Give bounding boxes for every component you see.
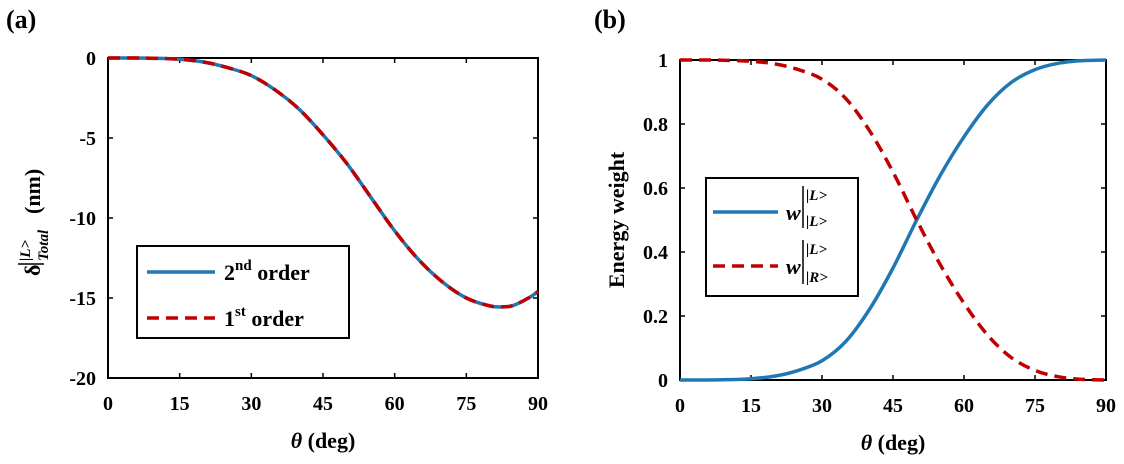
panel-b-x-axis-symbol: θ [861,430,873,455]
panel-b-x-ticks: 0 15 30 45 60 75 90 [675,60,1116,417]
panel-b-label: (b) [594,5,626,34]
panel-a-y-tick-label: -15 [69,288,96,310]
panel-a-x-tick-label: 0 [103,393,113,415]
panel-a-y-axis-subscript: Total [36,229,52,261]
panel-a-legend-label-2nd: 2nd order [224,258,310,285]
panel-a-y-tick-label: -10 [69,208,96,230]
panel-a-x-tick-label: 90 [528,393,548,415]
panel-a-series [107,56,539,309]
panel-b-y-tick-label: 0 [658,370,668,392]
panel-b-y-tick-label: 0.4 [643,242,668,264]
panel-b-y-tick-label: 0.6 [643,178,668,200]
panel-a-legend-box [136,245,350,339]
panel-b-y-ticks: 1 0.8 0.6 0.4 0.2 0 [643,50,1106,392]
panel-a-x-tick-label: 60 [385,393,405,415]
panel-b-x-tick-label: 90 [1096,395,1116,417]
panel-b-x-tick-label: 30 [812,395,832,417]
panel-a-y-axis-symbol: δ [20,265,45,276]
panel-b-y-tick-label: 0.8 [643,114,668,136]
panel-b-series-line-solid [679,58,1107,382]
panel-b-y-tick-label: 1 [658,50,668,72]
panel-a-x-tick-label: 45 [313,393,333,415]
panel-a-label: (a) [6,5,36,34]
panel-b-x-tick-label: 0 [675,395,685,417]
panel-b-x-axis-label: θ (deg) [861,430,926,455]
panel-a-x-tick-label: 15 [170,393,190,415]
panel-a-legend: 2nd order 1st order [136,245,350,339]
panel-b-legend: w |L> |L> w |L> |R> [705,177,859,297]
panel-a-x-axis-unit: (deg) [302,428,355,453]
panel-a-legend-label-1st: 1st order [224,304,304,331]
panel-b-y-axis-label: Energy weight [604,151,629,288]
panel-b-legend-label-wll: w [786,200,801,225]
panel-b-legend-label-wlr: w [786,254,801,279]
panel-a-y-axis-unit: (nm) [20,169,45,214]
panel-b-legend-sup-wll: |L> [806,188,827,204]
panel-b-x-tick-label: 15 [741,395,761,417]
panel-b-legend-sup-wlr: |L> [806,242,827,258]
panel-b: (b) 0 15 30 45 60 75 90 1 0.8 0.6 0.4 0.2 0 θ (deg)… [594,5,1116,455]
panel-a: (a) 0 15 30 45 60 75 90 0 -5 -10 -15 -20 θ (deg) δ… [6,5,548,453]
panel-b-legend-sub-wll: |L> [806,214,827,230]
panel-a-y-tick-label: -20 [69,368,96,390]
panel-a-x-ticks: 0 15 30 45 60 75 90 [103,58,548,415]
panel-b-x-tick-label: 75 [1025,395,1045,417]
panel-a-y-tick-label: 0 [86,48,96,70]
panel-a-x-axis-symbol: θ [291,428,303,453]
panel-b-legend-box [705,177,859,297]
panel-b-y-tick-label: 0.2 [643,306,668,328]
panel-b-x-axis-unit: (deg) [872,430,925,455]
panel-b-series [679,58,1107,382]
panel-a-y-tick-label: -5 [79,128,96,150]
panel-b-x-tick-label: 60 [954,395,974,417]
panel-a-series-line-dashed [107,56,539,309]
panel-a-y-axis-label: δ |L> Total (nm) [18,169,52,276]
panel-a-x-axis-label: θ (deg) [291,428,356,453]
panel-b-x-tick-label: 45 [883,395,903,417]
panel-a-x-tick-label: 30 [241,393,261,415]
panel-a-x-tick-label: 75 [456,393,476,415]
panel-a-y-axis-superscript: |L> [18,240,34,261]
panel-a-y-ticks: 0 -5 -10 -15 -20 [69,48,538,390]
panel-b-legend-sub-wlr: |R> [806,270,828,286]
